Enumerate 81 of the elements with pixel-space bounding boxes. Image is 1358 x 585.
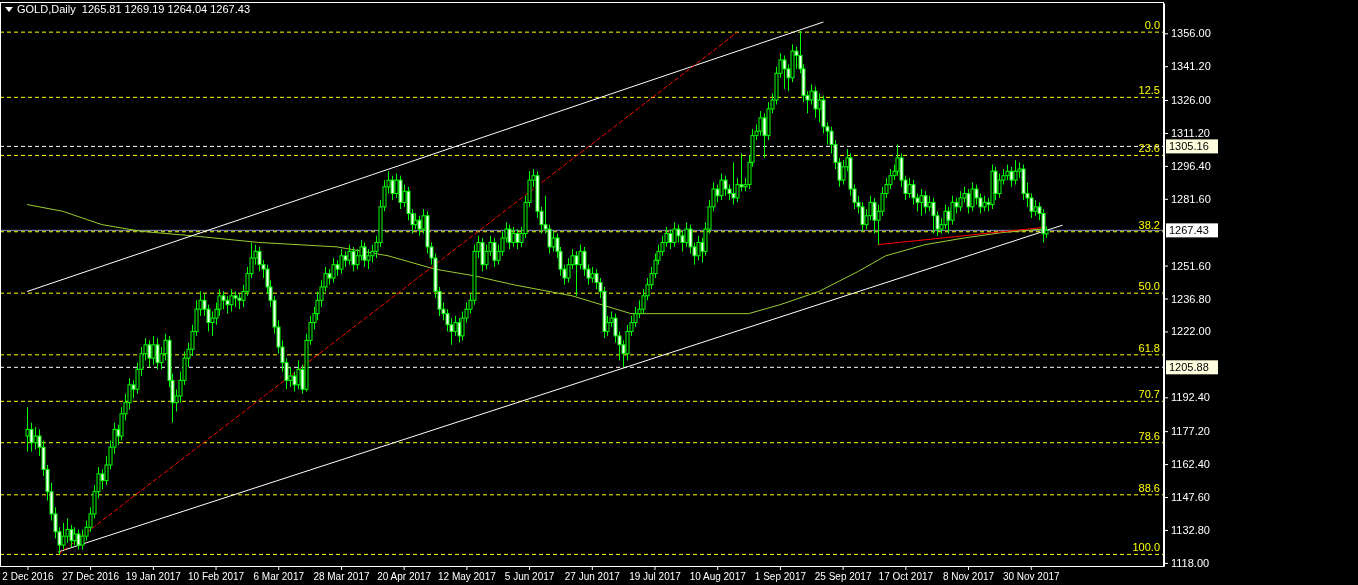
candlestick [296, 359, 301, 390]
candlestick [997, 172, 1002, 199]
x-tick-label: 17 Oct 2017 [878, 571, 934, 583]
y-tick-label: 1251.60 [1171, 259, 1211, 272]
candlestick [696, 235, 701, 261]
ref-line-label: 1205.88 [1169, 361, 1209, 374]
annotation: 50.0 [1138, 280, 1160, 293]
candlestick [551, 230, 556, 252]
x-tick-label: 19 Jan 2017 [125, 571, 182, 583]
candlestick [492, 237, 497, 268]
candlestick [684, 221, 689, 248]
annotation: 38.2 [1138, 218, 1160, 231]
candlestick [817, 92, 822, 123]
y-tick-label: 1192.40 [1171, 391, 1210, 404]
x-tick-label: 27 Jun 2017 [564, 571, 621, 583]
candlestick [813, 86, 818, 119]
y-tick-label: 1147.60 [1171, 491, 1210, 504]
x-tick-label: 27 Dec 2016 [62, 571, 120, 583]
chart-title: GOLD,Daily 1265.81 1269.19 1264.04 1267.43 [17, 3, 251, 15]
annotation: 0.0 [1144, 19, 1160, 32]
candlestick [394, 172, 399, 199]
y-tick-label: 1118.00 [1171, 556, 1210, 569]
candlestick [362, 241, 367, 268]
x-tick-label: 12 May 2017 [437, 571, 497, 583]
candlestick [782, 55, 787, 90]
candlestick [907, 177, 912, 199]
y-tick-label: 1311.20 [1171, 126, 1210, 139]
candlestick [993, 166, 998, 201]
candlestick [895, 144, 900, 177]
annotation: 70.7 [1138, 388, 1160, 401]
candlestick [511, 226, 516, 248]
y-tick-label: 1341.20 [1171, 60, 1211, 73]
x-tick-label: 8 Nov 2017 [942, 571, 995, 583]
annotation: 78.6 [1138, 429, 1160, 442]
annotation: 61.8 [1138, 341, 1160, 354]
candlestick [398, 175, 403, 210]
annotation: 100.0 [1132, 541, 1160, 554]
candlestick [288, 366, 293, 388]
x-tick-label: 25 Sep 2017 [814, 571, 872, 583]
candlestick [723, 175, 728, 197]
x-tick-label: 2 Dec 2016 [2, 571, 54, 583]
annotation: 12.5 [1138, 84, 1160, 97]
candlestick [480, 237, 485, 272]
candlestick [366, 248, 371, 270]
y-tick-label: 1222.00 [1171, 325, 1211, 338]
candlestick [61, 522, 66, 551]
annotation: 23.6 [1138, 142, 1160, 155]
candlestick [33, 426, 38, 450]
x-tick-label: 10 Aug 2017 [689, 571, 747, 583]
ref-line-label: 1267.43 [1169, 224, 1209, 237]
candlestick [515, 228, 520, 250]
candlestick [668, 228, 673, 250]
candlestick [151, 335, 156, 366]
y-tick-label: 1356.00 [1171, 27, 1211, 40]
y-tick-label: 1162.40 [1171, 458, 1210, 471]
candlestick [351, 246, 356, 272]
candlestick [390, 175, 395, 201]
y-tick-label: 1177.20 [1171, 425, 1210, 438]
candlestick [25, 406, 30, 453]
y-tick-label: 1296.40 [1171, 159, 1211, 172]
x-tick-label: 5 Jun 2017 [504, 571, 555, 583]
y-tick-label: 1236.80 [1171, 292, 1211, 305]
y-tick-label: 1281.60 [1171, 192, 1211, 205]
candlestick [100, 468, 105, 490]
candlestick [970, 181, 975, 212]
x-tick-label: 1 Sep 2017 [754, 571, 807, 583]
x-tick-label: 10 Feb 2017 [187, 571, 245, 583]
candlestick [758, 110, 763, 137]
x-tick-label: 6 Mar 2017 [253, 571, 305, 583]
x-tick-label: 20 Apr 2017 [377, 571, 432, 583]
y-tick-label: 1326.00 [1171, 94, 1211, 107]
candlestick [292, 371, 297, 393]
annotation: 88.6 [1138, 481, 1160, 494]
x-tick-label: 28 Mar 2017 [313, 571, 370, 583]
x-tick-label: 19 Jul 2017 [629, 571, 682, 583]
y-tick-label: 1132.80 [1171, 523, 1210, 536]
ref-line-label: 1305.16 [1169, 140, 1209, 153]
candlestick [946, 206, 951, 235]
candlestick [507, 224, 512, 250]
x-tick-label: 30 Nov 2017 [1002, 571, 1061, 583]
candlestick [574, 250, 579, 297]
